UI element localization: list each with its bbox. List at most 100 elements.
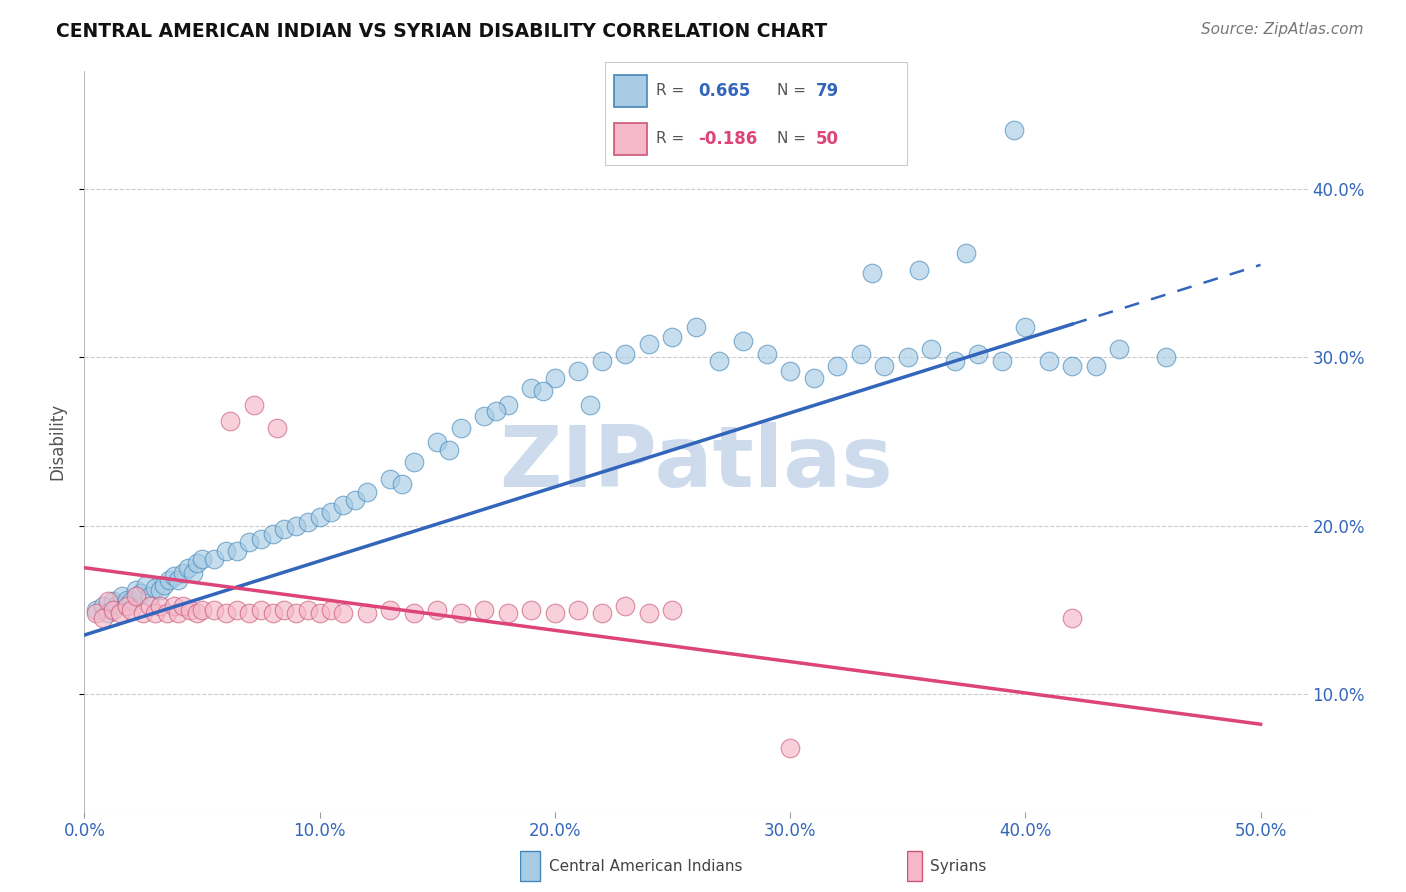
Bar [907,851,922,881]
Point [1108,342,1130,356]
Point [181,566,204,580]
Text: 79: 79 [815,82,839,100]
Point [238,606,260,620]
Point [139,599,162,614]
Point [967,347,990,361]
Point [84,606,107,620]
Point [614,347,637,361]
Point [755,347,778,361]
Point [955,246,977,260]
Point [849,347,872,361]
Point [943,353,966,368]
Point [426,603,449,617]
Point [172,599,194,614]
Point [1084,359,1107,373]
Point [496,397,519,411]
Point [450,421,472,435]
Point [1062,359,1084,373]
Point [163,599,186,614]
Point [1002,123,1025,137]
Point [450,606,472,620]
Point [391,476,413,491]
Point [249,532,271,546]
Point [297,603,319,617]
Point [157,573,180,587]
Point [143,606,166,620]
Point [135,577,157,591]
Point [149,599,172,614]
Point [297,516,319,530]
Point [321,603,343,617]
Point [485,404,508,418]
Point [149,582,172,597]
Bar [613,75,647,106]
Point [1062,611,1084,625]
Point [101,603,124,617]
Point [273,603,295,617]
Text: N =: N = [778,83,806,98]
Point [172,566,194,580]
Point [202,603,225,617]
Point [685,320,707,334]
Point [262,527,284,541]
Point [202,552,225,566]
Point [472,409,495,424]
Point [125,582,148,597]
Text: R =: R = [657,131,685,146]
Text: 0.665: 0.665 [699,82,751,100]
Point [1038,353,1060,368]
Point [101,594,124,608]
Point [860,266,883,280]
Point [214,544,236,558]
Point [285,518,308,533]
Point [426,434,449,449]
Point [308,606,330,620]
Point [177,560,200,574]
Point [143,581,166,595]
Point [226,603,249,617]
Point [520,603,543,617]
Point [97,606,120,620]
Point [402,606,425,620]
Point [285,606,308,620]
Point [908,263,931,277]
Point [120,594,142,608]
Point [273,522,295,536]
Point [437,442,460,457]
Point [825,359,848,373]
Point [591,353,613,368]
Point [308,510,330,524]
Point [380,603,402,617]
Point [779,740,801,755]
Bar [613,123,647,155]
Point [731,334,754,348]
Point [163,569,186,583]
Point [402,455,425,469]
Point [191,552,214,566]
Point [242,397,264,411]
Text: Source: ZipAtlas.com: Source: ZipAtlas.com [1201,22,1364,37]
Point [661,603,683,617]
Point [496,606,519,620]
Point [544,606,567,620]
Point [873,359,896,373]
Point [132,606,155,620]
Point [472,603,495,617]
Point [321,505,343,519]
Point [125,590,148,604]
Point [531,384,554,398]
Point [105,598,128,612]
Y-axis label: Disability: Disability [48,403,66,480]
Point [214,606,236,620]
Bar [520,851,540,881]
Point [1156,351,1178,365]
Point [84,603,107,617]
Point [897,351,920,365]
Point [262,606,284,620]
Point [186,606,208,620]
Point [111,590,134,604]
Point [356,485,378,500]
Point [567,603,589,617]
Point [115,592,138,607]
Point [332,499,354,513]
